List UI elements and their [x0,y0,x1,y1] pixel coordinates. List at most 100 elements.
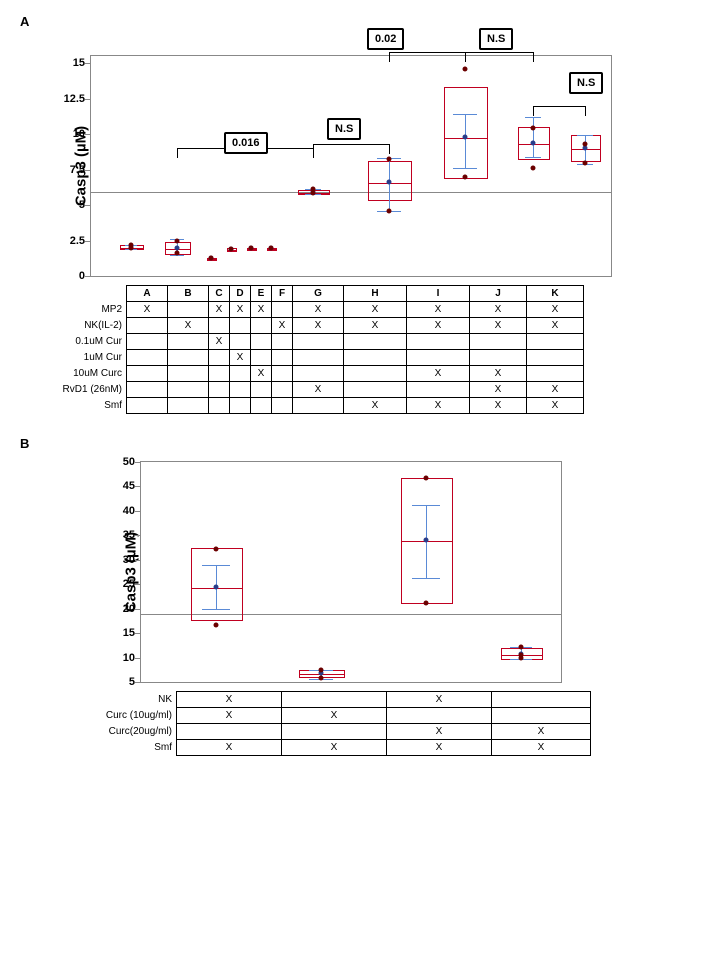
table-cell: X [282,740,387,756]
table-cell [251,318,272,334]
table-cell: X [282,708,387,724]
mean-point [175,245,180,250]
data-point [209,256,214,261]
table-cell: X [177,740,282,756]
ytick-label: 30 [123,554,141,566]
ytick-label: 0 [79,270,91,282]
conditions-table: NKXXCurc (10ug/ml)XXCurc(20ug/ml)XXSmfXX… [80,691,591,756]
table-cell: X [407,318,470,334]
table-cell: X [209,334,230,350]
table-cell [272,366,293,382]
table-cell: X [387,740,492,756]
significance-label: N.S [479,28,513,50]
reference-line [91,192,611,193]
mean-point [531,140,536,145]
table-cell [251,398,272,414]
table-cell [209,366,230,382]
table-cell [387,708,492,724]
significance-label: 0.02 [367,28,404,50]
table-cell: X [209,302,230,318]
significance-label: N.S [569,72,603,94]
table-cell [527,334,584,350]
table-col-header: K [527,286,584,302]
table-cell [272,350,293,366]
data-point [269,246,274,251]
data-point [424,600,429,605]
table-cell: X [344,398,407,414]
table-cell: X [527,398,584,414]
panel-b-chart: Casp3 (µM)5101520253035404550 [140,461,562,683]
y-axis-label: Casp3 (µM) [123,532,140,612]
table-cell [127,366,168,382]
ytick-label: 12.5 [64,93,91,105]
mean-point [424,538,429,543]
significance-label: N.S [327,118,361,140]
table-col-header: F [272,286,293,302]
data-point [229,247,234,252]
table-cell: X [177,708,282,724]
table-cell: X [470,366,527,382]
table-cell: X [387,692,492,708]
table-cell: X [230,350,251,366]
ytick-label: 40 [123,505,141,517]
table-col-header: E [251,286,272,302]
table-cell [293,334,344,350]
table-cell [407,382,470,398]
table-cell [168,366,209,382]
table-row-label: 10uM Curc [50,366,127,382]
table-cell: X [492,724,591,740]
table-cell [344,382,407,398]
table-cell [251,382,272,398]
table-cell [492,692,591,708]
data-point [583,161,588,166]
table-cell [168,382,209,398]
table-cell: X [293,302,344,318]
table-cell [230,398,251,414]
data-point [583,142,588,147]
table-cell [209,350,230,366]
panel-b-table-wrap: NKXXCurc (10ug/ml)XXCurc(20ug/ml)XXSmfXX… [80,691,688,756]
ytick-label: 10 [73,128,91,140]
table-cell [272,398,293,414]
data-point [175,238,180,243]
table-cell: X [527,302,584,318]
panel-a-label: A [20,14,688,29]
table-cell: X [527,382,584,398]
table-cell: X [127,302,168,318]
data-point [249,246,254,251]
table-cell [492,708,591,724]
table-cell: X [344,302,407,318]
data-point [319,668,324,673]
table-row-label: RvD1 (26nM) [50,382,127,398]
table-row-label: Curc(20ug/ml) [80,724,177,740]
data-point [175,251,180,256]
ytick-label: 45 [123,480,141,492]
table-col-header: C [209,286,230,302]
data-point [311,187,316,192]
data-point [463,66,468,71]
significance-label: 0.016 [224,132,268,154]
table-cell [209,318,230,334]
table-cell: X [251,302,272,318]
table-cell [344,366,407,382]
table-cell: X [230,302,251,318]
mean-point [214,584,219,589]
panel-a-chart: Casp3 (µM)02.557.51012.5150.016N.S0.02N.… [90,55,612,277]
data-point [214,546,219,551]
data-point [214,622,219,627]
table-cell: X [387,724,492,740]
table-row-label: NK(IL-2) [50,318,127,334]
table-cell [127,350,168,366]
table-cell [209,382,230,398]
table-col-header: H [344,286,407,302]
data-point [129,243,134,248]
table-cell [407,334,470,350]
ytick-label: 5 [129,676,141,688]
table-cell: X [407,302,470,318]
table-cell: X [293,382,344,398]
data-point [519,653,524,658]
table-cell [209,398,230,414]
table-cell [293,366,344,382]
table-cell: X [251,366,272,382]
data-point [519,645,524,650]
